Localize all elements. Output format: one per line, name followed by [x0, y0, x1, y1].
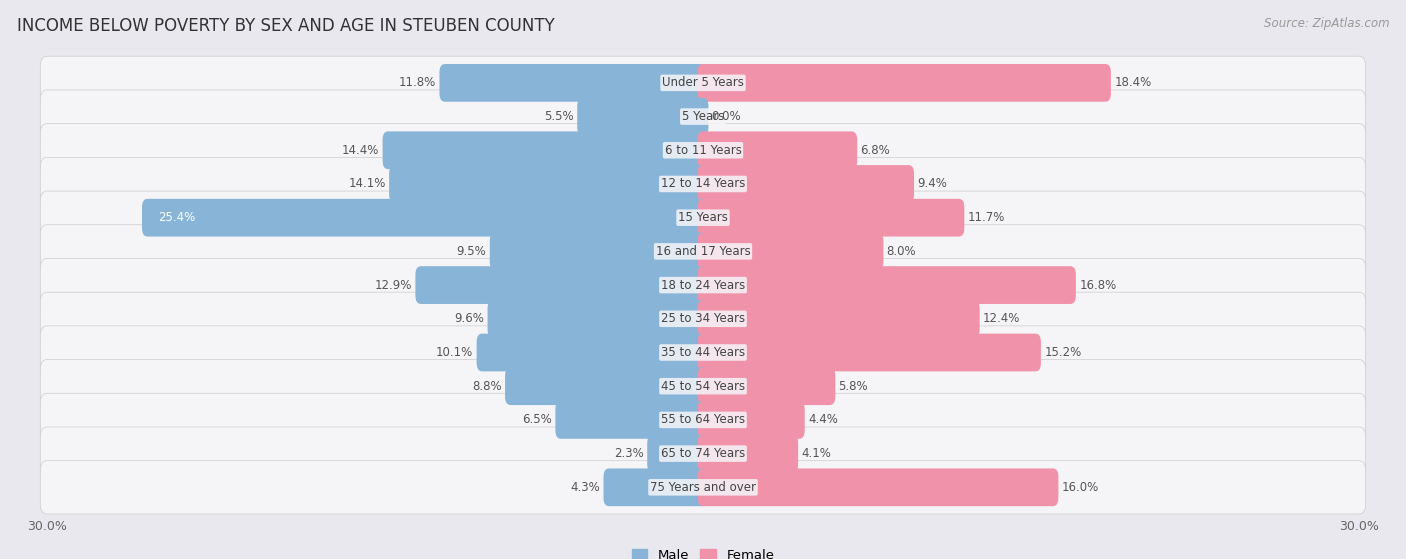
FancyBboxPatch shape	[697, 435, 799, 472]
Text: 6 to 11 Years: 6 to 11 Years	[665, 144, 741, 157]
FancyBboxPatch shape	[41, 124, 1365, 177]
Text: 5.5%: 5.5%	[544, 110, 574, 123]
Text: 25.4%: 25.4%	[159, 211, 195, 224]
Text: 16.8%: 16.8%	[1080, 278, 1116, 292]
FancyBboxPatch shape	[41, 461, 1365, 514]
FancyBboxPatch shape	[647, 435, 709, 472]
FancyBboxPatch shape	[555, 401, 709, 439]
Text: 4.1%: 4.1%	[801, 447, 831, 460]
Text: 10.1%: 10.1%	[436, 346, 474, 359]
FancyBboxPatch shape	[697, 165, 914, 203]
Text: 5 Years: 5 Years	[682, 110, 724, 123]
FancyBboxPatch shape	[603, 468, 709, 506]
Text: 9.5%: 9.5%	[457, 245, 486, 258]
Text: Source: ZipAtlas.com: Source: ZipAtlas.com	[1264, 17, 1389, 30]
Text: 25 to 34 Years: 25 to 34 Years	[661, 312, 745, 325]
FancyBboxPatch shape	[415, 266, 709, 304]
FancyBboxPatch shape	[41, 191, 1365, 244]
Text: 75 Years and over: 75 Years and over	[650, 481, 756, 494]
Text: 45 to 54 Years: 45 to 54 Years	[661, 380, 745, 393]
Text: 12.4%: 12.4%	[983, 312, 1021, 325]
FancyBboxPatch shape	[697, 266, 1076, 304]
FancyBboxPatch shape	[41, 427, 1365, 480]
Text: 16.0%: 16.0%	[1062, 481, 1099, 494]
FancyBboxPatch shape	[489, 233, 709, 270]
FancyBboxPatch shape	[41, 359, 1365, 413]
Text: 6.8%: 6.8%	[860, 144, 890, 157]
Text: 12.9%: 12.9%	[375, 278, 412, 292]
Legend: Male, Female: Male, Female	[626, 544, 780, 559]
FancyBboxPatch shape	[697, 131, 858, 169]
FancyBboxPatch shape	[477, 334, 709, 371]
Text: 16 and 17 Years: 16 and 17 Years	[655, 245, 751, 258]
Text: 5.8%: 5.8%	[838, 380, 869, 393]
Text: 18.4%: 18.4%	[1114, 77, 1152, 89]
FancyBboxPatch shape	[389, 165, 709, 203]
FancyBboxPatch shape	[697, 367, 835, 405]
Text: 14.1%: 14.1%	[349, 177, 385, 191]
FancyBboxPatch shape	[41, 326, 1365, 379]
FancyBboxPatch shape	[697, 64, 1111, 102]
Text: 65 to 74 Years: 65 to 74 Years	[661, 447, 745, 460]
Text: 4.4%: 4.4%	[808, 414, 838, 427]
FancyBboxPatch shape	[41, 225, 1365, 278]
Text: Under 5 Years: Under 5 Years	[662, 77, 744, 89]
FancyBboxPatch shape	[697, 401, 804, 439]
Text: 2.3%: 2.3%	[614, 447, 644, 460]
Text: 35 to 44 Years: 35 to 44 Years	[661, 346, 745, 359]
Text: 8.0%: 8.0%	[887, 245, 917, 258]
Text: 9.6%: 9.6%	[454, 312, 484, 325]
Text: 15.2%: 15.2%	[1045, 346, 1081, 359]
Text: 14.4%: 14.4%	[342, 144, 380, 157]
FancyBboxPatch shape	[697, 233, 883, 270]
Text: INCOME BELOW POVERTY BY SEX AND AGE IN STEUBEN COUNTY: INCOME BELOW POVERTY BY SEX AND AGE IN S…	[17, 17, 554, 35]
Text: 0.0%: 0.0%	[711, 110, 741, 123]
Text: 11.7%: 11.7%	[967, 211, 1005, 224]
FancyBboxPatch shape	[41, 157, 1365, 211]
FancyBboxPatch shape	[41, 394, 1365, 447]
FancyBboxPatch shape	[41, 292, 1365, 345]
FancyBboxPatch shape	[697, 468, 1059, 506]
FancyBboxPatch shape	[505, 367, 709, 405]
Text: 4.3%: 4.3%	[571, 481, 600, 494]
Text: 55 to 64 Years: 55 to 64 Years	[661, 414, 745, 427]
FancyBboxPatch shape	[697, 199, 965, 236]
Text: 11.8%: 11.8%	[399, 77, 436, 89]
FancyBboxPatch shape	[488, 300, 709, 338]
Text: 9.4%: 9.4%	[917, 177, 948, 191]
Text: 18 to 24 Years: 18 to 24 Years	[661, 278, 745, 292]
Text: 12 to 14 Years: 12 to 14 Years	[661, 177, 745, 191]
FancyBboxPatch shape	[41, 90, 1365, 143]
FancyBboxPatch shape	[41, 258, 1365, 312]
FancyBboxPatch shape	[41, 56, 1365, 110]
FancyBboxPatch shape	[578, 98, 709, 135]
FancyBboxPatch shape	[382, 131, 709, 169]
FancyBboxPatch shape	[440, 64, 709, 102]
Text: 6.5%: 6.5%	[523, 414, 553, 427]
FancyBboxPatch shape	[142, 199, 709, 236]
FancyBboxPatch shape	[697, 300, 980, 338]
Text: 8.8%: 8.8%	[472, 380, 502, 393]
FancyBboxPatch shape	[697, 334, 1040, 371]
Text: 15 Years: 15 Years	[678, 211, 728, 224]
